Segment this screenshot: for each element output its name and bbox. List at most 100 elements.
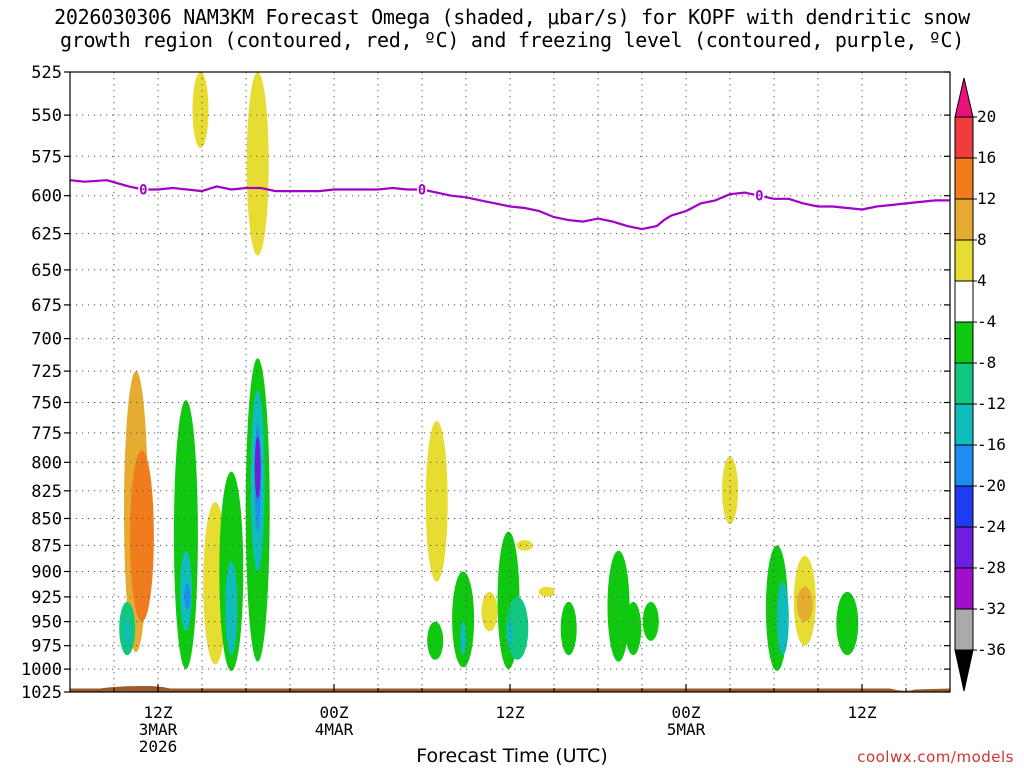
colorbar-label: 8 bbox=[977, 230, 987, 249]
colorbar-swatch bbox=[954, 403, 974, 446]
omega-blob bbox=[425, 420, 448, 582]
y-tick-label: 825 bbox=[31, 482, 62, 502]
freezing-level-label-bg bbox=[138, 181, 149, 198]
omega-blob bbox=[836, 591, 859, 656]
omega-blob bbox=[506, 596, 529, 660]
colorbar-swatch bbox=[954, 567, 974, 610]
omega-blob bbox=[184, 583, 191, 610]
x-tick-label: 12Z bbox=[496, 703, 525, 722]
chart-title: 2026030306 NAM3KM Forecast Omega (shaded… bbox=[0, 6, 1024, 52]
omega-blob bbox=[560, 601, 577, 656]
omega-blob bbox=[452, 571, 475, 668]
omega-blob bbox=[129, 450, 154, 622]
colorbar-label: -4 bbox=[977, 312, 996, 331]
colorbar: 20 16 12 8 4 -4 -8 -12 -16 -20 -24 -28 -32 -36 bbox=[954, 77, 1006, 692]
omega-blob bbox=[192, 72, 209, 149]
x-tick-label: 5MAR bbox=[667, 720, 706, 739]
freezing-level-label: 0 bbox=[755, 189, 763, 205]
omega-blob bbox=[625, 601, 642, 656]
colorbar-swatch bbox=[954, 526, 974, 569]
omega-blob bbox=[481, 591, 498, 632]
freezing-level-label: 0 bbox=[139, 183, 147, 199]
title-line-2: growth region (contoured, red, ºC) and f… bbox=[59, 28, 965, 52]
y-tick-label: 650 bbox=[31, 261, 62, 281]
omega-blob bbox=[722, 456, 738, 524]
x-axis-label: Forecast Time (UTC) bbox=[416, 745, 608, 767]
colorbar-label: 4 bbox=[977, 271, 987, 290]
omega-blob bbox=[460, 621, 467, 656]
colorbar-label: -12 bbox=[977, 394, 1006, 413]
omega-blob bbox=[225, 561, 238, 656]
omega-blob bbox=[173, 400, 198, 670]
gridlines bbox=[70, 71, 950, 693]
colorbar-label: -36 bbox=[977, 640, 1006, 659]
colorbar-swatch bbox=[954, 321, 974, 364]
y-tick-label: 900 bbox=[31, 563, 62, 583]
x-tick-label: 00Z bbox=[672, 703, 701, 722]
y-tick-label: 1025 bbox=[21, 683, 62, 703]
colorbar-label: -8 bbox=[977, 353, 996, 372]
colorbar-label: -24 bbox=[977, 517, 1006, 536]
colorbar-label: -16 bbox=[977, 435, 1006, 454]
freezing-level-label-bg bbox=[417, 181, 427, 198]
colorbar-swatch bbox=[954, 116, 974, 159]
colorbar-swatch bbox=[954, 608, 974, 651]
credit-text: coolwx.com/models bbox=[857, 748, 1014, 766]
y-tick-label: 775 bbox=[31, 424, 62, 444]
y-tick-label: 625 bbox=[31, 225, 62, 245]
y-tick-label: 575 bbox=[31, 147, 62, 167]
x-tick-label: 12Z bbox=[848, 703, 877, 722]
omega-blob bbox=[507, 621, 513, 646]
y-tick-label: 975 bbox=[31, 637, 62, 657]
y-tick-label: 875 bbox=[31, 536, 62, 556]
colorbar-label: -20 bbox=[977, 476, 1006, 495]
freezing-level-layer: 0 0 0 bbox=[69, 179, 950, 231]
colorbar-top-triangle bbox=[954, 77, 974, 118]
axes-layer: 525 550 575 600 625 650 675 700 725 750 775 800 825 8… bbox=[21, 63, 951, 756]
colorbar-swatch bbox=[954, 485, 974, 528]
y-tick-label: 950 bbox=[31, 613, 62, 633]
colorbar-label: 20 bbox=[977, 107, 996, 126]
y-tick-label: 1000 bbox=[21, 660, 62, 680]
y-tick-label: 800 bbox=[31, 453, 62, 473]
y-tick-label: 700 bbox=[31, 330, 62, 350]
freezing-level-label: 0 bbox=[418, 183, 426, 199]
omega-blob bbox=[246, 72, 269, 256]
x-tick-label: 00Z bbox=[320, 703, 349, 722]
y-tick-label: 750 bbox=[31, 394, 62, 414]
omega-blob bbox=[607, 550, 630, 662]
omega-blob bbox=[124, 619, 131, 646]
y-tick-label: 725 bbox=[31, 362, 62, 382]
x-tick-label: 4MAR bbox=[315, 720, 354, 739]
omega-blob bbox=[254, 436, 261, 499]
y-tick-label: 675 bbox=[31, 296, 62, 316]
omega-blob bbox=[538, 586, 555, 597]
colorbar-swatch bbox=[954, 157, 974, 200]
omega-blob bbox=[776, 581, 789, 656]
freezing-level-label-bg bbox=[754, 187, 765, 204]
x-tick-label: 12Z bbox=[144, 703, 173, 722]
title-line-1: 2026030306 NAM3KM Forecast Omega (shaded… bbox=[54, 5, 970, 29]
colorbar-swatch bbox=[954, 280, 974, 323]
colorbar-label: -28 bbox=[977, 558, 1006, 577]
omega-blob bbox=[642, 601, 659, 641]
colorbar-swatch bbox=[954, 239, 974, 282]
y-tick-label: 550 bbox=[31, 106, 62, 126]
colorbar-swatch bbox=[954, 198, 974, 241]
colorbar-swatch bbox=[954, 444, 974, 487]
omega-shading-layer bbox=[119, 72, 859, 671]
colorbar-label: -32 bbox=[977, 599, 1006, 618]
colorbar-label: 12 bbox=[977, 189, 996, 208]
colorbar-bottom-triangle bbox=[954, 649, 974, 692]
y-tick-label: 850 bbox=[31, 510, 62, 530]
x-tick-label: 3MAR bbox=[139, 720, 178, 739]
y-tick-label: 925 bbox=[31, 588, 62, 608]
colorbar-label: 16 bbox=[977, 148, 996, 167]
y-tick-label: 525 bbox=[31, 63, 62, 83]
omega-blob bbox=[796, 586, 813, 622]
x-tick-label: 2026 bbox=[139, 737, 178, 756]
omega-blob bbox=[427, 621, 444, 660]
y-tick-label: 600 bbox=[31, 187, 62, 207]
freezing-level-line bbox=[69, 179, 950, 231]
